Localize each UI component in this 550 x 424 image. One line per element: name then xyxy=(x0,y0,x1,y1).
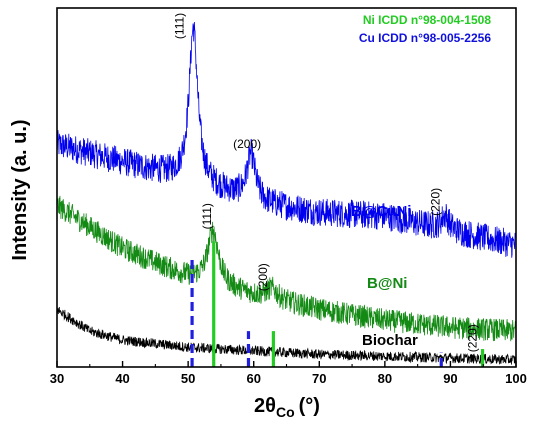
series-line-1 xyxy=(56,195,517,342)
series-line-2 xyxy=(56,307,517,365)
x-tick-label-7: 100 xyxy=(505,371,527,386)
peak-label-0: (111) xyxy=(173,13,187,39)
peak-label-5: (220) xyxy=(466,324,480,352)
spectra-group xyxy=(56,21,517,365)
peak-label-4: (200) xyxy=(256,263,270,291)
peak-label-3: (111) xyxy=(200,203,214,229)
series-line-0 xyxy=(56,21,517,258)
x-tick-label-0: 30 xyxy=(50,371,64,386)
x-tick-label-4: 70 xyxy=(312,371,326,386)
x-axis-title-main: 2θ xyxy=(254,395,276,417)
peak-labels-group: (111) (200) (220) (111) (200) (220) xyxy=(173,13,480,352)
x-axis-title-sub: Co xyxy=(276,404,295,420)
peak-label-1: (200) xyxy=(233,137,261,151)
x-tick-label-3: 60 xyxy=(246,371,260,386)
x-tick-label-5: 80 xyxy=(378,371,392,386)
x-tick-label-1: 40 xyxy=(115,371,129,386)
x-axis-title: 2θCo (°) xyxy=(254,395,320,420)
series-label-biochar: Biochar xyxy=(362,332,418,349)
axis-ticks-group: 30 40 50 60 70 80 90 100 xyxy=(50,361,527,386)
series-label-bni: B@Ni xyxy=(367,275,407,292)
plot-frame xyxy=(56,7,517,368)
y-axis-title: Intensity (a. u.) xyxy=(9,119,31,260)
series-label-bcuni: B@CuNi xyxy=(351,203,411,220)
x-axis-title-unit: (°) xyxy=(299,395,320,417)
peak-label-2: (220) xyxy=(428,188,442,216)
legend-entry-cu: Cu ICDD n°98-005-2256 xyxy=(359,31,492,45)
reference-lines-group xyxy=(190,241,485,367)
legend-entry-ni: Ni ICDD n°98-004-1508 xyxy=(363,13,492,27)
x-tick-label-2: 50 xyxy=(181,371,195,386)
x-tick-label-6: 90 xyxy=(443,371,457,386)
